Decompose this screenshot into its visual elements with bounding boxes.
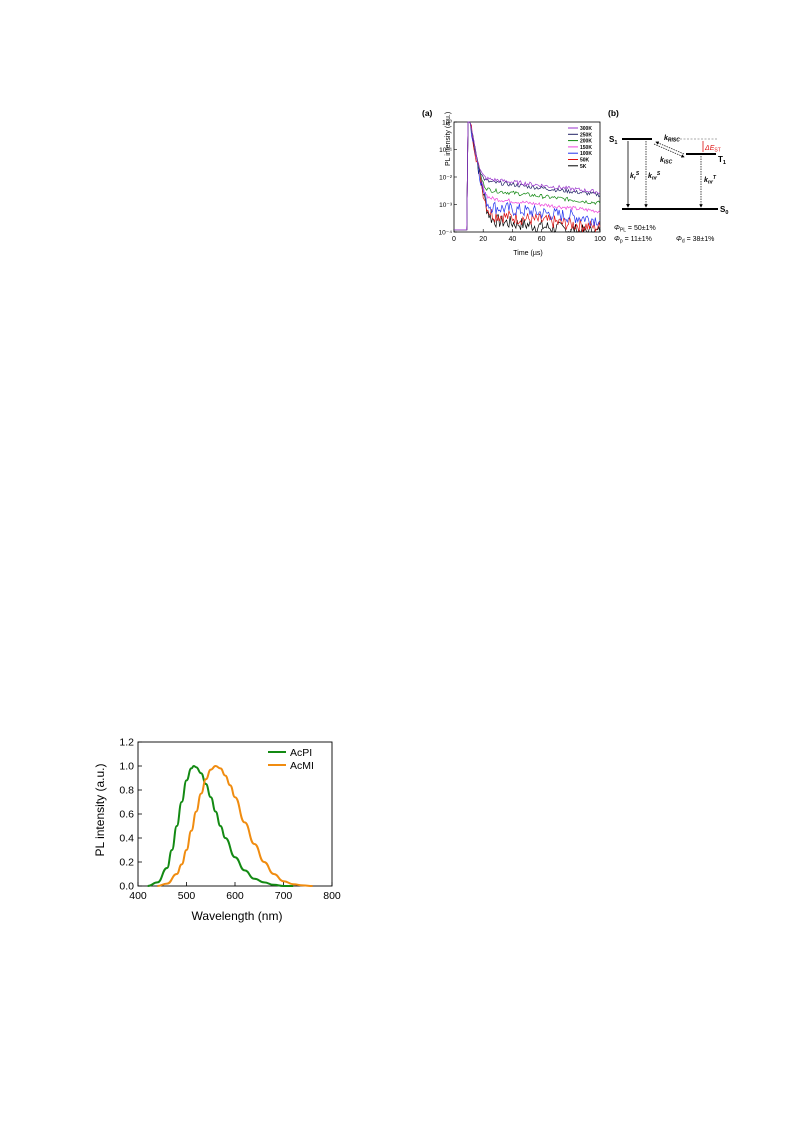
y-tick-label: 1.0 bbox=[119, 761, 134, 773]
legend-label-200K: 200K bbox=[580, 139, 592, 145]
knr-s-label: knrS bbox=[648, 171, 661, 182]
s1-label: S1 bbox=[609, 135, 617, 146]
legend-label-50K: 50K bbox=[580, 158, 590, 164]
x-tick-label: 80 bbox=[567, 236, 575, 243]
k-risc-label: kRISC bbox=[664, 135, 680, 144]
decay-series-5K bbox=[454, 121, 601, 233]
figure-panel-a: (a) 0 20 40 60 80 100 10⁰ 10⁻¹ 10⁻² 10⁻³ 10⁻⁴ 300K 2… bbox=[416, 104, 612, 264]
legend-label-AcPI: AcPI bbox=[290, 747, 312, 759]
figure-panel-b: (b) S1 T1 ΔEST kRISC kISC S0 krS knrS kn… bbox=[606, 104, 736, 254]
y-axis-label: PL intensity (a.u.) bbox=[445, 112, 452, 166]
y-tick-label: 10⁻³ bbox=[439, 202, 453, 209]
x-axis-label: Time (µs) bbox=[513, 250, 542, 257]
spectrum-AcPI bbox=[147, 764, 294, 887]
delta-est-label: ΔEST bbox=[704, 145, 721, 154]
legend-label-5K: 5K bbox=[580, 164, 587, 170]
y-tick-label: 0.2 bbox=[119, 857, 134, 869]
legend-label-AcMI: AcMI bbox=[290, 760, 314, 772]
risc-arrow bbox=[655, 141, 685, 155]
x-axis-label: Wavelength (nm) bbox=[192, 909, 283, 923]
k-isc-label: kISC bbox=[660, 157, 673, 166]
legend-label-250K: 250K bbox=[580, 132, 592, 138]
kr-s-label: krS bbox=[630, 171, 640, 182]
knr-t-label: knrT bbox=[704, 175, 717, 186]
x-tick-label: 700 bbox=[275, 890, 293, 902]
decay-series-50K bbox=[454, 121, 601, 233]
x-tick-label: 100 bbox=[594, 236, 606, 243]
y-axis-label: PL intensity (a.u.) bbox=[93, 764, 107, 857]
x-tick-label: 40 bbox=[509, 236, 517, 243]
legend-label-300K: 300K bbox=[580, 126, 592, 132]
pl-decay-chart: (a) 0 20 40 60 80 10010⁰10⁻¹10⁻²10⁻³10⁻⁴300K2… bbox=[422, 108, 606, 257]
phi-d-text: Φd = 38±1% bbox=[676, 236, 714, 245]
decay-series-150K bbox=[454, 121, 601, 231]
pl-spectra-chart: 400 500 600 700 800 0.0 0.2 0.4 0.6 0.8 1.0 1.2 AcPI… bbox=[93, 737, 341, 924]
panel-b-label: (b) bbox=[608, 108, 619, 118]
y-tick-label: 0.8 bbox=[119, 785, 134, 797]
x-tick-label: 20 bbox=[479, 236, 487, 243]
plot-area: 400 500 600 700 800 0.0 0.2 0.4 0.6 0.8 1.0 1.2 AcPI… bbox=[119, 737, 341, 903]
legend-label-100K: 100K bbox=[580, 151, 592, 157]
decay-series-300K bbox=[454, 121, 601, 231]
s0-label: S0 bbox=[720, 205, 728, 216]
t1-label: T1 bbox=[718, 155, 726, 166]
y-tick-label: 0.0 bbox=[119, 881, 134, 893]
figure-pl-spectra: 400 500 600 700 800 0.0 0.2 0.4 0.6 0.8 1.0 1.2 AcPI… bbox=[92, 730, 342, 930]
decay-series-200K bbox=[454, 121, 601, 231]
isc-arrow bbox=[653, 143, 685, 158]
y-tick-label: 10⁰ bbox=[442, 119, 452, 127]
y-tick-label: 0.4 bbox=[119, 833, 134, 845]
plot-area: 0 20 40 60 80 100 10⁰ 10⁻¹ 10⁻² 10⁻³ 10⁻⁴ 300K250K2… bbox=[439, 119, 606, 244]
y-tick-label: 10⁻⁴ bbox=[439, 230, 453, 237]
x-tick-label: 800 bbox=[323, 890, 341, 902]
y-tick-label: 0.6 bbox=[119, 809, 134, 821]
legend-label-150K: 150K bbox=[580, 145, 592, 151]
spectrum-AcMI bbox=[157, 764, 313, 887]
phi-p-text: Φp = 11±1% bbox=[614, 236, 652, 245]
y-tick-label: 10⁻¹ bbox=[439, 147, 453, 154]
decay-series-100K bbox=[454, 121, 601, 231]
decay-series-250K bbox=[454, 121, 601, 231]
energy-level-diagram: (b) S1 T1 ΔEST kRISC kISC S0 krS knrS kn… bbox=[608, 108, 728, 245]
x-tick-label: 400 bbox=[129, 890, 147, 902]
y-tick-label: 10⁻² bbox=[439, 175, 453, 182]
panel-a-label: (a) bbox=[422, 108, 433, 118]
x-tick-label: 0 bbox=[452, 236, 456, 243]
x-tick-label: 500 bbox=[178, 890, 196, 902]
x-tick-label: 600 bbox=[226, 890, 244, 902]
phi-pl-text: ΦPL = 50±1% bbox=[614, 225, 656, 234]
y-tick-label: 1.2 bbox=[119, 737, 134, 749]
x-tick-label: 60 bbox=[538, 236, 546, 243]
